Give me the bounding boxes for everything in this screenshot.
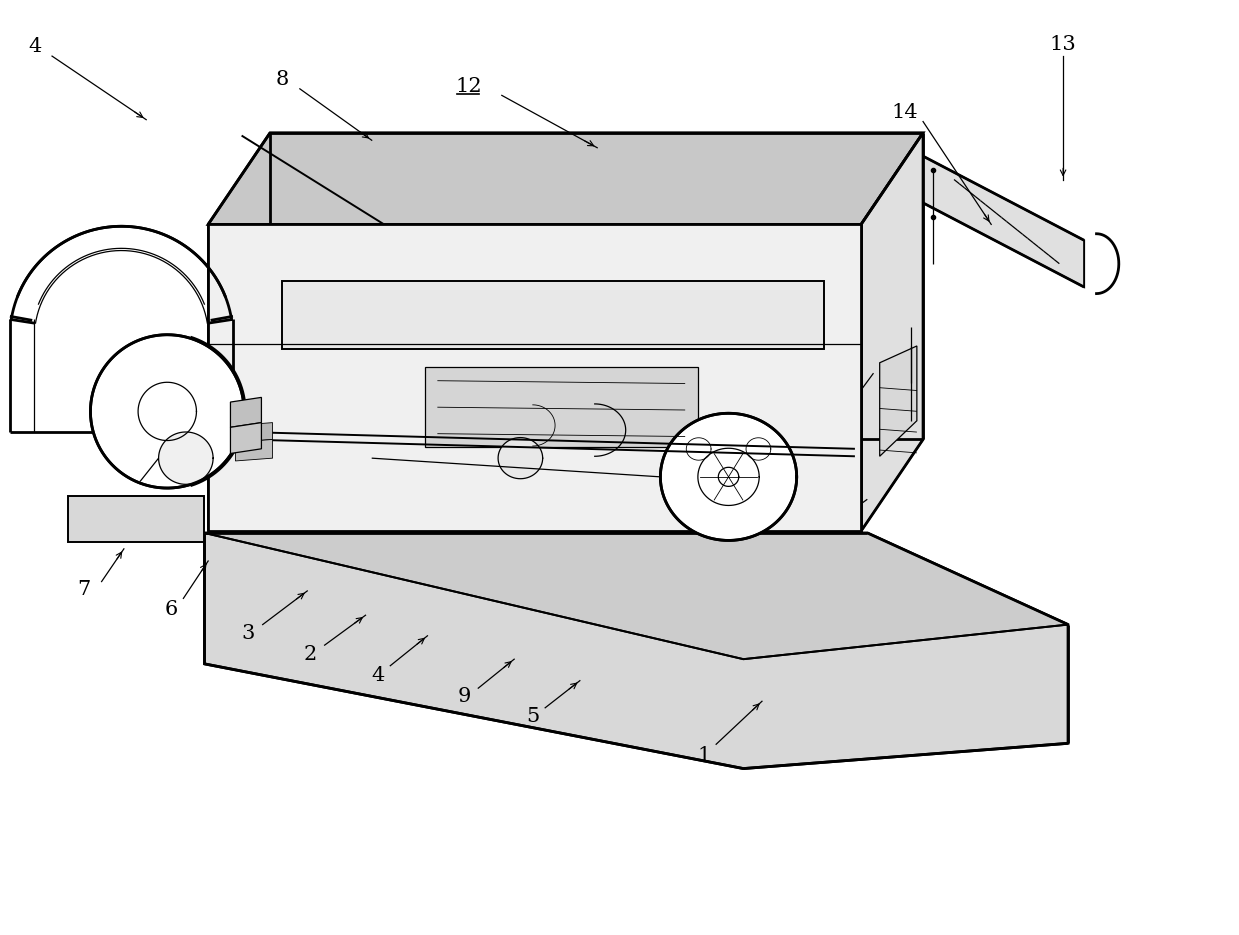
- Polygon shape: [660, 413, 797, 540]
- Polygon shape: [204, 533, 1068, 659]
- Polygon shape: [425, 367, 698, 447]
- Polygon shape: [235, 439, 273, 461]
- Polygon shape: [498, 438, 543, 479]
- Text: 5: 5: [527, 707, 539, 726]
- Polygon shape: [204, 533, 1068, 769]
- Text: 9: 9: [458, 687, 471, 706]
- Text: 7: 7: [78, 580, 90, 598]
- Text: 4: 4: [372, 666, 384, 684]
- Polygon shape: [230, 423, 261, 453]
- Polygon shape: [90, 335, 244, 488]
- Polygon shape: [861, 133, 923, 531]
- Text: 4: 4: [28, 37, 41, 56]
- Text: 2: 2: [304, 645, 316, 664]
- Text: 3: 3: [242, 625, 254, 643]
- Text: 13: 13: [1049, 36, 1077, 54]
- Polygon shape: [880, 346, 917, 456]
- Polygon shape: [282, 280, 824, 349]
- Polygon shape: [159, 432, 213, 484]
- Text: 8: 8: [276, 70, 289, 89]
- Polygon shape: [208, 133, 923, 224]
- Text: 14: 14: [891, 103, 918, 122]
- Polygon shape: [208, 224, 861, 531]
- Polygon shape: [235, 423, 273, 442]
- Polygon shape: [923, 156, 1084, 287]
- Text: 6: 6: [165, 600, 177, 619]
- Text: 1: 1: [698, 746, 710, 765]
- Polygon shape: [230, 397, 261, 427]
- Polygon shape: [68, 496, 204, 542]
- Text: 12: 12: [455, 77, 482, 95]
